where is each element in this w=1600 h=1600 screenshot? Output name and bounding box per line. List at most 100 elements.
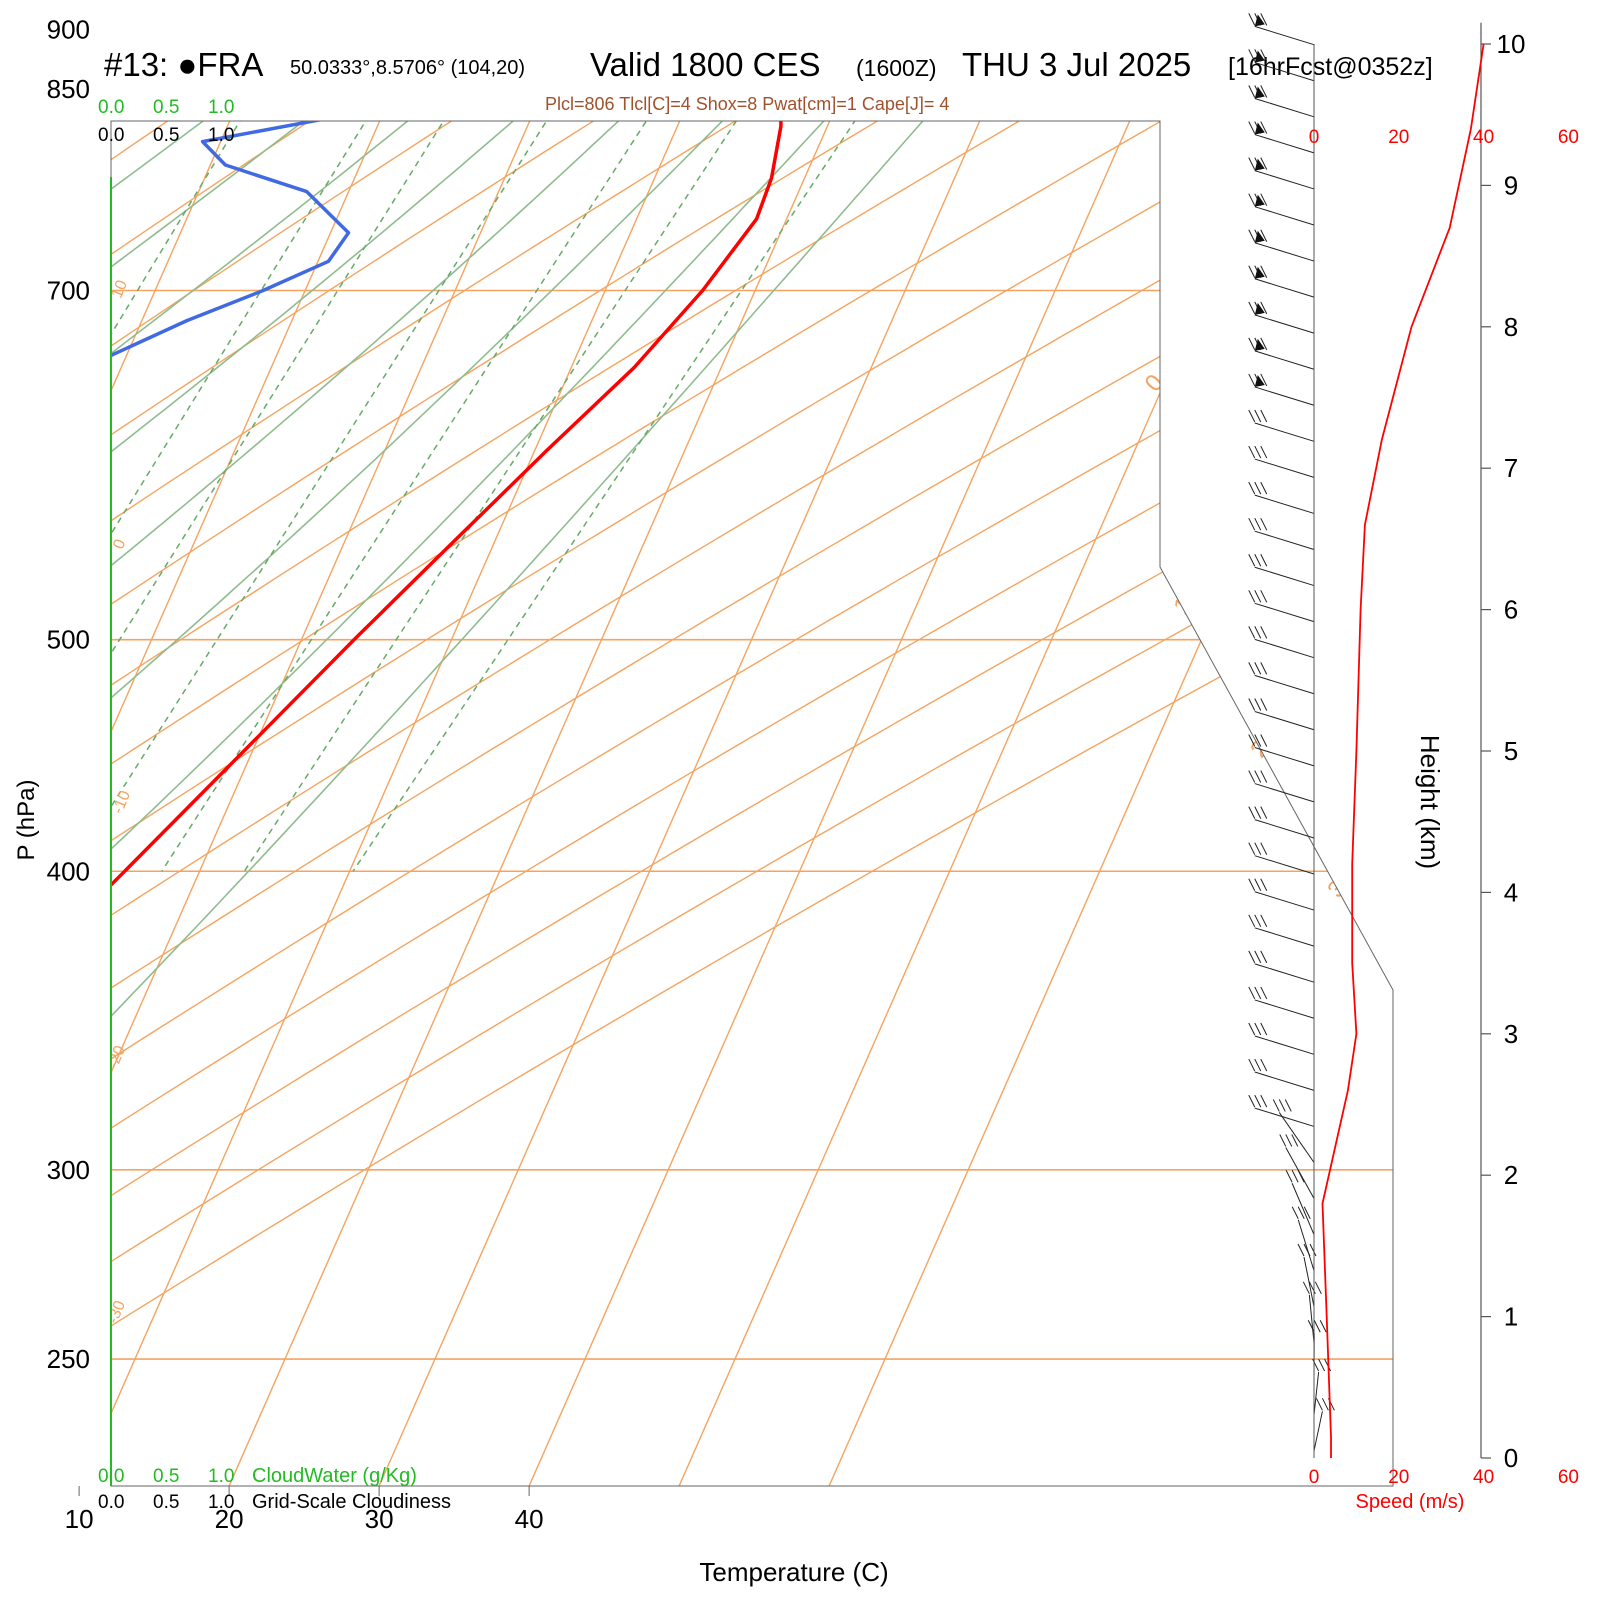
- wind-barb-tick: [1260, 265, 1268, 279]
- wind-barb-tick: [1248, 554, 1256, 567]
- isotherm-40: [482, 121, 1263, 1486]
- wind-barb-tick: [1291, 1134, 1299, 1147]
- wind-barb-tick: [1254, 590, 1262, 603]
- x-tick-label: 20: [215, 1504, 244, 1534]
- parcel-line: [838, 0, 992, 30]
- wind-barb: [1248, 626, 1315, 659]
- wind-barb-staff: [1254, 602, 1315, 623]
- dry-adiabat--50: [0, 0, 4, 1591]
- dewpoint-line: [111, 121, 756, 1321]
- wind-barb: [1248, 49, 1315, 82]
- wind-barb: [1297, 1243, 1317, 1307]
- wind-barb-staff: [1254, 98, 1315, 118]
- wind-barb-tick: [1254, 554, 1262, 567]
- wind-barb-tick: [1260, 590, 1268, 603]
- wind-barb-staff: [1254, 999, 1315, 1019]
- wind-barbs: [1248, 13, 1335, 1452]
- wind-barb-staff: [1254, 963, 1315, 983]
- wind-barb-tick: [1260, 1058, 1268, 1072]
- wind-barb-tick: [1315, 1398, 1323, 1411]
- wind-barb-tick: [1248, 481, 1256, 495]
- wind-barb-staff: [1254, 1071, 1315, 1091]
- bottom-black-scale-0: 0.0: [98, 1492, 124, 1513]
- wind-barb-tick: [1260, 49, 1268, 62]
- wind-barb-tick: [1254, 445, 1262, 459]
- isotherm-50: [632, 121, 1393, 1486]
- wind-barb-staff: [1254, 386, 1315, 406]
- height-tick-label: 10: [1497, 29, 1526, 59]
- wind-barb-tick: [1254, 517, 1262, 531]
- wind-barb-tick: [1254, 914, 1262, 928]
- top-green-scale-0: 0.0: [98, 97, 124, 118]
- isotherm-60: [782, 121, 1393, 1486]
- wind-barb-pennant: [1254, 374, 1265, 387]
- x-tick-label: 10: [65, 1504, 94, 1534]
- wind-barb: [1248, 1058, 1315, 1091]
- wind-barb: [1248, 13, 1315, 46]
- sounding-params: Plcl=806 Tlcl[C]=4 Shox=8 Pwat[cm]=1 Cap…: [545, 94, 950, 114]
- wind-barb: [1248, 193, 1315, 226]
- wind-barb: [1279, 1134, 1315, 1199]
- p-tick-label: 400: [47, 856, 90, 886]
- wind-barb-tick: [1260, 517, 1268, 531]
- station-label: #13: ●FRA: [104, 46, 264, 83]
- wind-barb: [1248, 842, 1315, 875]
- wind-barb: [1248, 1022, 1315, 1055]
- wind-barb: [1248, 1094, 1315, 1127]
- wind-barb-tick: [1260, 662, 1268, 675]
- dry-adiabat-20: [111, 121, 1084, 1486]
- wind-barb-tick: [1248, 121, 1256, 134]
- speed-tick-label-bottom: 20: [1388, 1467, 1409, 1488]
- wind-barb-tick: [1314, 1281, 1322, 1295]
- wind-barb-tick: [1248, 265, 1256, 279]
- wind-barb-tick: [1260, 734, 1268, 747]
- dry-adiabat-30: [111, 121, 1238, 1486]
- mixing-ratio-line-2: [111, 121, 503, 872]
- wind-barb-tick: [1248, 445, 1256, 459]
- wind-barb-tick: [1248, 373, 1256, 387]
- wind-barb-pennant: [1254, 230, 1265, 243]
- wind-barb-staff: [1254, 819, 1315, 839]
- wind-barb: [1291, 1206, 1315, 1271]
- wind-barb: [1248, 986, 1315, 1019]
- dry-adiabat-50: [111, 121, 1393, 1486]
- wind-barb-staff: [1254, 494, 1315, 514]
- wind-barb: [1248, 662, 1315, 695]
- wind-barb: [1302, 1281, 1322, 1343]
- height-tick-label: 6: [1504, 595, 1518, 625]
- p-tick-label: 250: [47, 1344, 90, 1374]
- wind-barb: [1248, 157, 1315, 190]
- wind-barb-pennant: [1254, 122, 1265, 135]
- wind-barb-staff: [1291, 1183, 1315, 1235]
- wind-barb-pennant: [1254, 50, 1265, 63]
- wind-barb-tick: [1254, 409, 1262, 423]
- wind-barb-tick: [1248, 409, 1256, 423]
- wind-barb-tick: [1248, 950, 1256, 964]
- wind-barb-tick: [1248, 1022, 1256, 1036]
- wind-barb-tick: [1260, 193, 1268, 206]
- wind-barb-tick: [1248, 337, 1256, 351]
- wind-barb: [1248, 770, 1315, 803]
- wind-barb-tick: [1254, 1022, 1262, 1036]
- wind-barb: [1248, 590, 1315, 623]
- isotherm-20: [182, 121, 963, 1486]
- wind-barb: [1248, 337, 1315, 370]
- wind-barb-tick: [1248, 806, 1256, 819]
- wind-barb-pennant: [1254, 302, 1265, 315]
- wind-barb-tick: [1260, 554, 1268, 567]
- speed-tick-label-bottom: 40: [1473, 1467, 1494, 1488]
- wind-barb-tick: [1321, 1398, 1329, 1411]
- wind-barb-tick: [1285, 1170, 1293, 1183]
- wind-barb: [1248, 517, 1315, 550]
- wind-barb-tick: [1260, 337, 1268, 351]
- wind-barb-staff: [1254, 927, 1315, 947]
- height-tick-label: 2: [1504, 1160, 1518, 1190]
- dry-adiabat-40: [111, 121, 1392, 1486]
- wind-barb-tick: [1260, 409, 1268, 423]
- wind-barb-tick: [1307, 1319, 1315, 1333]
- y-axis-title: P (hPa): [13, 780, 40, 861]
- wind-barb-tick: [1254, 1094, 1262, 1108]
- wind-barb-tick: [1248, 229, 1256, 242]
- moist-adiabat--4: [111, 121, 679, 1486]
